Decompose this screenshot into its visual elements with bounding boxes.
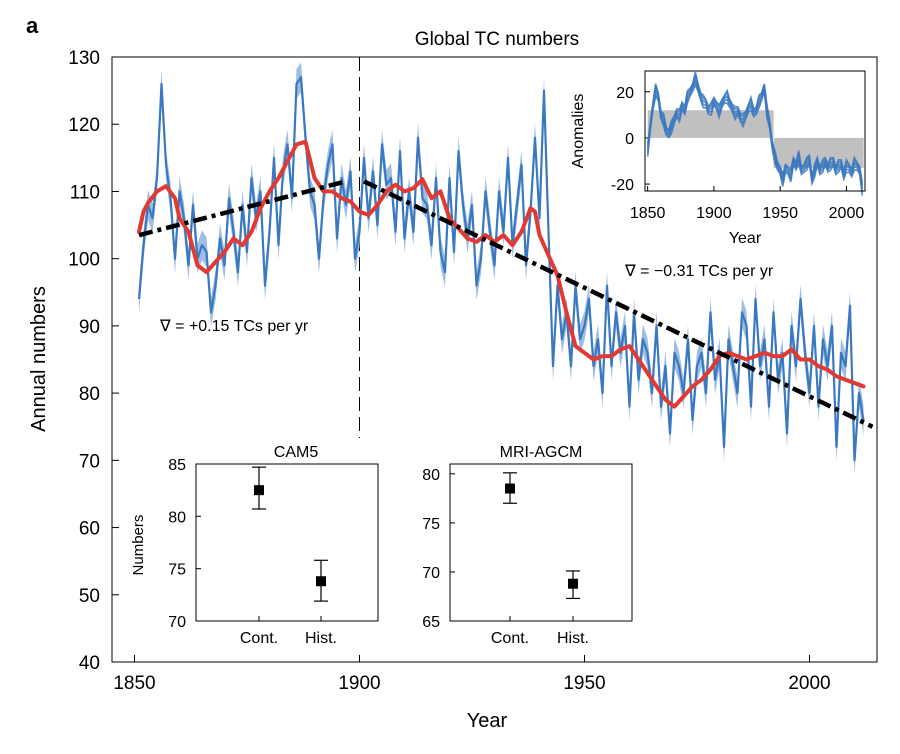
inset-frame xyxy=(644,70,866,192)
inset-x-tick-label: 2000 xyxy=(829,205,865,222)
inset-x-tick-label: 1900 xyxy=(696,205,732,222)
mean-marker xyxy=(254,485,264,496)
cam5-inset: CAM5 Numbers 70 75 80 85 Cont. Hist. xyxy=(122,438,387,652)
y-tick-label: 80 xyxy=(422,467,440,484)
panel-label: a xyxy=(26,13,39,38)
main-y-tick-label: 130 xyxy=(68,48,100,69)
y-tick-label: 85 xyxy=(168,457,186,474)
mri-frame xyxy=(449,463,633,622)
inset-y-tick-label: 0 xyxy=(625,131,634,148)
annual-line xyxy=(137,76,865,462)
main-plot-frame xyxy=(111,56,878,663)
y-tick-label: 75 xyxy=(422,516,440,533)
main-y-tick-label: 60 xyxy=(79,519,100,540)
main-x-axis-label: Year xyxy=(467,710,508,732)
main-axes: 40 50 60 70 80 90 100 110 120 130 1850 1900 1950 2000 xyxy=(68,48,830,694)
y-tick-label: 80 xyxy=(168,509,186,526)
main-series xyxy=(137,62,874,476)
main-y-tick-label: 120 xyxy=(68,115,100,136)
main-y-tick-label: 40 xyxy=(79,653,100,674)
main-chart-title: Global TC numbers xyxy=(415,29,579,50)
y-tick-label: 65 xyxy=(422,614,440,631)
mri-plot: 65 70 75 80 Cont. Hist. xyxy=(422,467,589,647)
main-y-tick-label: 70 xyxy=(79,451,100,472)
trend-label-early: ∇ = +0.15 TCs per yr xyxy=(159,318,309,335)
cam5-title: CAM5 xyxy=(274,444,319,461)
category-label: Cont. xyxy=(491,630,529,647)
category-label: Cont. xyxy=(240,630,278,647)
main-y-tick-label: 100 xyxy=(68,250,100,271)
mean-marker xyxy=(505,483,515,494)
y-tick-label: 75 xyxy=(168,562,186,579)
cam5-plot: 70 75 80 85 Cont. Hist. xyxy=(168,457,337,647)
main-y-axis-label: Annual numbers xyxy=(28,286,50,432)
inset-x-tick-label: 1850 xyxy=(630,205,666,222)
trend-line-late xyxy=(363,179,874,429)
main-chart: Global TC numbers 40 50 60 70 80 90 100 110 120 1… xyxy=(28,29,878,732)
mri-agcm-inset: MRI-AGCM 65 70 75 80 Cont. Hist. xyxy=(404,438,640,652)
smoothed-line xyxy=(137,139,866,409)
trend-line-early xyxy=(138,179,347,238)
mri-background xyxy=(404,438,640,652)
anomalies-inset: -20 0 20 1850 1900 1950 2000 Year Anomalies xyxy=(570,68,868,247)
cam5-frame xyxy=(195,463,379,622)
inset-y-axis-label: Anomalies xyxy=(570,94,587,169)
cam5-y-axis-label: Numbers xyxy=(130,515,147,576)
main-x-tick-label: 2000 xyxy=(788,673,830,694)
y-tick-label: 70 xyxy=(168,614,186,631)
main-x-tick-label: 1850 xyxy=(113,673,155,694)
category-label: Hist. xyxy=(305,630,337,647)
main-y-tick-label: 90 xyxy=(79,317,100,338)
mean-marker xyxy=(316,576,326,587)
inset-series xyxy=(646,72,864,196)
trend-label-late: ∇ = −0.31 TCs per yr xyxy=(624,263,774,280)
main-y-tick-label: 110 xyxy=(70,182,100,203)
inset-y-tick-label: 20 xyxy=(616,85,634,102)
anomaly-member-line xyxy=(646,72,864,184)
inset-x-tick-label: 1950 xyxy=(762,205,798,222)
y-tick-label: 70 xyxy=(422,565,440,582)
cam5-background xyxy=(122,438,387,652)
main-x-tick-label: 1900 xyxy=(338,673,380,694)
anomaly-member-line xyxy=(646,82,864,196)
main-y-tick-label: 50 xyxy=(79,586,100,607)
main-x-tick-label: 1950 xyxy=(563,673,605,694)
inset-x-axis-label: Year xyxy=(729,230,762,247)
inset-axes: -20 0 20 1850 1900 1950 2000 xyxy=(611,85,864,222)
main-y-tick-label: 80 xyxy=(79,384,100,405)
mean-marker xyxy=(568,578,578,589)
annual-uncertainty-band xyxy=(139,62,864,476)
inset-y-tick-label: -20 xyxy=(611,177,634,194)
mri-title: MRI-AGCM xyxy=(500,444,583,461)
category-label: Hist. xyxy=(557,630,589,647)
